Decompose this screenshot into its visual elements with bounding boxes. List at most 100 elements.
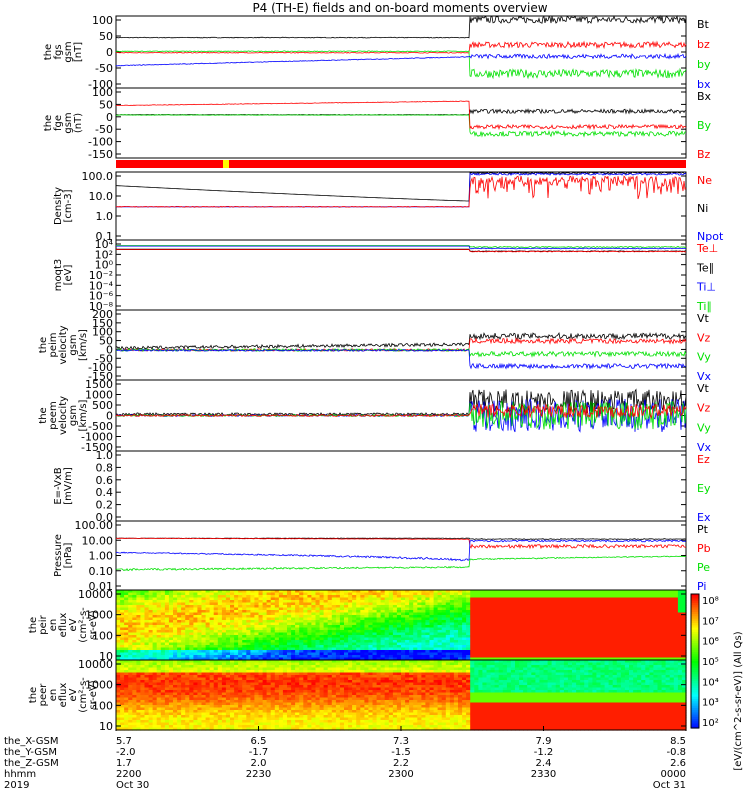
spectrogram-cell bbox=[295, 645, 300, 649]
spectrogram-cell bbox=[319, 622, 325, 626]
spectrogram-cell bbox=[148, 607, 154, 611]
spectrogram-cell bbox=[262, 620, 268, 624]
spectrogram-cell bbox=[185, 670, 190, 674]
spectrogram-cell bbox=[136, 655, 142, 659]
spectrogram-cell bbox=[120, 647, 125, 651]
spectrogram-cell bbox=[559, 665, 565, 669]
spectrogram-cell bbox=[421, 667, 427, 671]
spectrogram-cell bbox=[250, 620, 256, 624]
spectrogram-cell bbox=[156, 655, 162, 659]
spectrogram-cell bbox=[637, 650, 642, 654]
spectrogram-cell bbox=[600, 640, 606, 644]
spectrogram-cell bbox=[152, 615, 158, 619]
spectrogram-cell bbox=[303, 660, 308, 664]
spectrogram-cell bbox=[669, 607, 675, 611]
spectrogram-cell bbox=[470, 652, 475, 656]
spectrogram-cell bbox=[547, 620, 553, 624]
spectrogram-cell bbox=[661, 632, 667, 636]
spectrogram-cell bbox=[519, 607, 524, 611]
spectrogram-cell bbox=[458, 642, 463, 646]
spectrogram-cell bbox=[527, 647, 532, 651]
spectrogram-cell bbox=[148, 670, 154, 674]
spectrogram-cell bbox=[466, 627, 471, 631]
spectrogram-cell bbox=[295, 597, 300, 601]
spectrogram-cell bbox=[360, 615, 365, 619]
spectrogram-cell bbox=[421, 632, 427, 636]
spectrogram-cell bbox=[168, 607, 174, 611]
panel-frame-density bbox=[115, 171, 687, 241]
spectrogram-cell bbox=[164, 672, 170, 676]
spectrogram-cell bbox=[396, 592, 402, 596]
spectrogram-cell bbox=[168, 657, 174, 661]
spectrogram-cell bbox=[352, 657, 357, 661]
spectrogram-cell bbox=[242, 655, 247, 659]
spectrogram-cell bbox=[348, 660, 353, 664]
spectrogram-cell bbox=[197, 610, 203, 614]
spectrogram-cell bbox=[409, 592, 414, 596]
spectrogram-cell bbox=[539, 590, 545, 594]
spectrogram-cell bbox=[600, 635, 606, 639]
spectrogram-cell bbox=[380, 630, 386, 634]
spectrogram-cell bbox=[600, 607, 606, 611]
spectrogram-cell bbox=[287, 607, 292, 611]
spectrogram-cell bbox=[673, 607, 679, 611]
spectrogram-cell bbox=[498, 592, 504, 596]
spectrogram-cell bbox=[160, 640, 166, 644]
spectrogram-cell bbox=[417, 627, 422, 631]
spectrogram-cell bbox=[401, 597, 406, 601]
spectrogram-cell bbox=[331, 655, 337, 659]
spectrogram-cell bbox=[523, 662, 528, 666]
spectrogram-cell bbox=[515, 615, 520, 619]
spectrogram-cell bbox=[531, 617, 536, 621]
spectrogram-cell bbox=[539, 630, 545, 634]
spectrogram-cell bbox=[396, 610, 402, 614]
spectrogram-cell bbox=[580, 595, 585, 599]
spectrogram-cell bbox=[205, 632, 211, 636]
spectrogram-cell bbox=[425, 632, 431, 636]
spectrogram-cell bbox=[665, 652, 671, 656]
spectrogram-cell bbox=[413, 672, 418, 676]
spectrogram-cell bbox=[209, 652, 215, 656]
spectrogram-cell bbox=[364, 617, 370, 621]
spectrogram-cell bbox=[160, 642, 166, 646]
spectrogram-cell bbox=[608, 597, 614, 601]
spectrogram-cell bbox=[665, 620, 671, 624]
spectrogram-cell bbox=[637, 612, 642, 616]
spectrogram-cell bbox=[177, 647, 182, 651]
spectrogram-cell bbox=[669, 632, 675, 636]
spectrogram-cell bbox=[510, 660, 516, 664]
y-tick-label: 100 bbox=[92, 86, 113, 99]
spectrogram-cell bbox=[380, 590, 386, 594]
spectrogram-cell bbox=[584, 645, 589, 649]
legend-peim-Vx: Vx bbox=[697, 370, 712, 383]
spectrogram-cell bbox=[588, 605, 593, 609]
spectrogram-cell bbox=[372, 660, 378, 664]
spectrogram-cell bbox=[458, 620, 463, 624]
spectrogram-cell bbox=[421, 635, 427, 639]
spectrogram-cell bbox=[600, 590, 606, 594]
trace-Ne bbox=[115, 175, 687, 208]
spectrogram-cell bbox=[270, 602, 276, 606]
spectrogram-cell bbox=[425, 657, 431, 661]
spectrogram-cell bbox=[287, 637, 292, 641]
spectrogram-cell bbox=[470, 625, 475, 629]
legend-fgs-Bt: Bt bbox=[697, 18, 710, 31]
spectrogram-cell bbox=[437, 622, 443, 626]
spectrogram-cell bbox=[262, 612, 268, 616]
spectrogram-cell bbox=[388, 647, 394, 651]
spectrogram-cell bbox=[486, 645, 492, 649]
spectrogram-cell bbox=[482, 632, 488, 636]
spectrogram-cell bbox=[392, 650, 398, 654]
spectrogram-cell bbox=[580, 637, 585, 641]
spectrogram-cell bbox=[168, 637, 174, 641]
spectrogram-cell bbox=[474, 665, 479, 669]
spectrogram-cell bbox=[380, 635, 386, 639]
spectrogram-cell bbox=[600, 642, 606, 646]
spectrogram-cell bbox=[291, 592, 296, 596]
spectrogram-cell bbox=[616, 652, 622, 656]
spectrogram-cell bbox=[405, 627, 410, 631]
spectrogram-cell bbox=[189, 647, 194, 651]
spectrogram-cell bbox=[278, 605, 284, 609]
spectrogram-cell bbox=[384, 605, 390, 609]
spectrogram-cell bbox=[339, 597, 345, 601]
